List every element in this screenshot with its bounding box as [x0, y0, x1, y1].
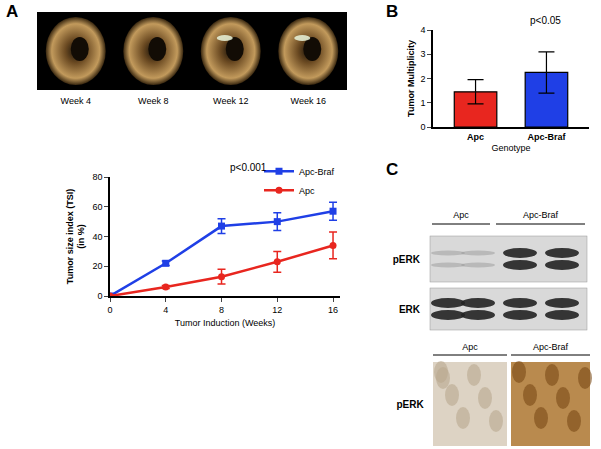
svg-text:Apc-Braf: Apc-Braf — [533, 342, 569, 352]
svg-text:8: 8 — [219, 305, 224, 315]
svg-text:60: 60 — [92, 202, 102, 212]
svg-text:Apc: Apc — [462, 342, 478, 352]
svg-text:Apc-Braf: Apc-Braf — [523, 210, 559, 220]
svg-text:Week 16: Week 16 — [291, 96, 326, 106]
svg-text:0: 0 — [97, 291, 102, 301]
svg-text:40: 40 — [92, 232, 102, 242]
svg-text:12: 12 — [272, 305, 282, 315]
svg-text:p<0.05: p<0.05 — [530, 15, 561, 26]
svg-text:Apc-Braf: Apc-Braf — [527, 132, 566, 142]
svg-text:4: 4 — [163, 305, 168, 315]
html-text:C: C — [386, 160, 399, 179]
svg-text:20: 20 — [92, 261, 102, 271]
svg-text:Apc: Apc — [453, 210, 469, 220]
svg-text:Tumor Multiplicity: Tumor Multiplicity — [406, 40, 416, 117]
svg-text:Week 12: Week 12 — [213, 96, 248, 106]
svg-text:0: 0 — [420, 122, 425, 132]
svg-text:Apc: Apc — [299, 186, 315, 196]
svg-text:2: 2 — [420, 74, 425, 84]
svg-text:pERK: pERK — [393, 254, 421, 265]
svg-text:p<0.001: p<0.001 — [230, 162, 267, 173]
svg-text:Apc: Apc — [467, 132, 484, 142]
svg-text:4: 4 — [420, 25, 425, 35]
svg-text:3: 3 — [420, 49, 425, 59]
html-text:B: B — [386, 2, 399, 21]
svg-text:16: 16 — [328, 305, 338, 315]
svg-text:80: 80 — [92, 172, 102, 182]
svg-text:Genotype: Genotype — [491, 143, 530, 153]
svg-text:Tumor Induction (Weeks): Tumor Induction (Weeks) — [175, 318, 276, 328]
svg-text:0: 0 — [107, 305, 112, 315]
html-text:A: A — [6, 2, 19, 21]
svg-text:Week 4: Week 4 — [61, 96, 91, 106]
svg-text:1: 1 — [420, 98, 425, 108]
svg-text:Apc-Braf: Apc-Braf — [299, 167, 335, 177]
svg-text:Tumor size index (TSI)(in %): Tumor size index (TSI)(in %) — [65, 189, 87, 284]
svg-text:Week 8: Week 8 — [138, 96, 168, 106]
svg-text:ERK: ERK — [399, 304, 421, 315]
svg-text:pERK: pERK — [396, 399, 424, 410]
